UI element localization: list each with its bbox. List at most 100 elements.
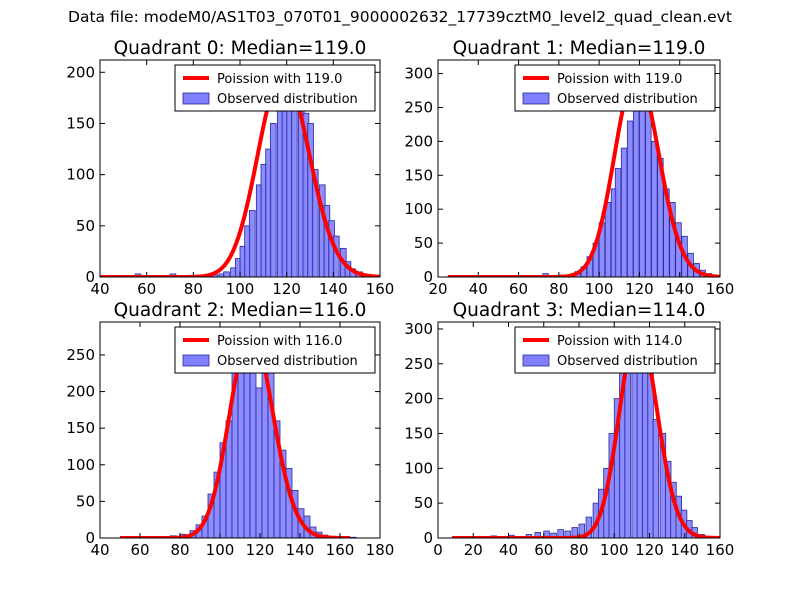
x-tick-label: 140 xyxy=(286,541,315,559)
legend-poisson-label: Poission with 116.0 xyxy=(217,334,342,349)
x-tick-label: 60 xyxy=(137,280,156,298)
y-tick-label: 150 xyxy=(66,114,95,132)
y-tick-label: 100 xyxy=(66,456,95,474)
histogram-bar xyxy=(255,387,263,538)
x-tick-label: 40 xyxy=(90,280,109,298)
legend-hist-swatch xyxy=(182,354,210,367)
x-tick-label: 140 xyxy=(319,280,348,298)
histogram-bar xyxy=(642,349,649,538)
histogram-bar xyxy=(557,529,564,538)
histogram-bar xyxy=(223,271,230,277)
y-tick-label: 100 xyxy=(404,459,433,477)
legend: Poission with 116.0 Observed distribution xyxy=(174,326,376,374)
y-tick-label: 150 xyxy=(66,419,95,437)
y-tick-label: 50 xyxy=(414,494,433,512)
x-tick-label: 120 xyxy=(246,541,275,559)
histogram-bar xyxy=(564,530,571,538)
poisson-curve xyxy=(119,329,351,538)
histogram-bar xyxy=(669,202,676,277)
y-tick-label: 300 xyxy=(404,65,433,83)
y-tick-label: 0 xyxy=(85,529,95,547)
histogram-bar xyxy=(243,347,251,538)
x-tick-label: 140 xyxy=(665,280,694,298)
histogram-bar xyxy=(269,123,277,277)
x-tick-label: 80 xyxy=(549,280,568,298)
y-tick-label: 200 xyxy=(66,383,95,401)
x-tick-label: 120 xyxy=(625,280,654,298)
x-tick-label: 180 xyxy=(366,541,395,559)
histogram-bar xyxy=(647,370,654,538)
y-tick-label: 150 xyxy=(404,424,433,442)
histogram-bar xyxy=(636,356,644,538)
histogram-bar xyxy=(249,369,257,538)
y-tick-label: 100 xyxy=(66,166,95,184)
poisson-curve xyxy=(100,70,380,277)
poisson-curve xyxy=(450,326,720,538)
legend-poisson-label: Poission with 119.0 xyxy=(217,72,342,87)
x-tick-label: 20 xyxy=(428,280,447,298)
x-tick-label: 40 xyxy=(469,280,488,298)
legend-poisson-label: Poission with 119.0 xyxy=(557,72,682,87)
x-tick-label: 80 xyxy=(184,280,203,298)
histogram-bar xyxy=(571,527,578,538)
y-tick-label: 150 xyxy=(404,166,433,184)
y-tick-label: 250 xyxy=(404,355,433,373)
x-tick-label: 80 xyxy=(170,541,189,559)
legend-hist-label: Observed distribution xyxy=(217,92,358,107)
x-tick-label: 60 xyxy=(534,541,553,559)
legend-hist-label: Observed distribution xyxy=(217,354,358,369)
histogram-bar xyxy=(248,210,256,277)
histogram-bar xyxy=(290,87,298,277)
legend-hist-swatch xyxy=(182,92,210,105)
subplot-title: Quadrant 3: Median=114.0 xyxy=(453,300,706,321)
legend-hist-label: Observed distribution xyxy=(557,354,698,369)
histogram-bar xyxy=(652,419,660,538)
histogram-bar xyxy=(237,361,245,538)
x-tick-label: 60 xyxy=(509,280,528,298)
subplot-1: 20 40 60 80 100 120 140 160 0 50 100 150 200 250 300 Qu… xyxy=(404,38,734,298)
x-tick-label: 0 xyxy=(433,541,443,559)
x-tick-label: 120 xyxy=(635,541,664,559)
subplot-0: 40 60 80 100 120 140 160 0 50 100 150 200 Quadrant 0… xyxy=(66,38,394,298)
y-tick-label: 50 xyxy=(414,234,433,252)
x-tick-label: 120 xyxy=(272,280,301,298)
y-tick-label: 0 xyxy=(423,268,433,286)
x-tick-label: 80 xyxy=(569,541,588,559)
histogram-bar xyxy=(614,168,622,277)
x-tick-label: 100 xyxy=(585,280,614,298)
y-tick-label: 100 xyxy=(404,200,433,218)
histogram-bar xyxy=(261,365,269,538)
plot-area-0 xyxy=(100,70,380,277)
legend: Poission with 119.0 Observed distribution xyxy=(174,64,376,112)
histogram-bar xyxy=(651,140,658,277)
y-tick-label: 50 xyxy=(76,217,95,235)
figure-suptitle: Data file: modeM0/AS1T03_070T01_90000026… xyxy=(68,8,732,26)
legend: Poission with 114.0 Observed distribution xyxy=(514,326,716,374)
y-tick-label: 250 xyxy=(404,98,433,116)
histogram-bar xyxy=(639,100,646,277)
x-tick-label: 100 xyxy=(206,541,235,559)
x-tick-label: 160 xyxy=(706,280,735,298)
x-tick-label: 20 xyxy=(464,541,483,559)
x-tick-label: 160 xyxy=(366,280,395,298)
legend-hist-label: Observed distribution xyxy=(557,92,698,107)
x-tick-label: 60 xyxy=(130,541,149,559)
x-tick-label: 40 xyxy=(499,541,518,559)
y-tick-label: 200 xyxy=(404,132,433,150)
y-tick-label: 50 xyxy=(76,492,95,510)
x-tick-label: 140 xyxy=(670,541,699,559)
histogram-bar xyxy=(645,107,652,277)
y-tick-label: 250 xyxy=(66,346,95,364)
x-tick-label: 100 xyxy=(226,280,255,298)
x-tick-label: 40 xyxy=(90,541,109,559)
histogram-bar xyxy=(620,147,628,277)
y-tick-label: 0 xyxy=(423,529,433,547)
subplot-title: Quadrant 0: Median=119.0 xyxy=(114,38,367,59)
histogram-bar xyxy=(626,120,634,277)
y-tick-label: 300 xyxy=(404,320,433,338)
y-tick-label: 200 xyxy=(66,63,95,81)
y-tick-label: 200 xyxy=(404,390,433,408)
subplot-title: Quadrant 2: Median=116.0 xyxy=(114,300,367,321)
legend-poisson-label: Poission with 114.0 xyxy=(557,334,682,349)
